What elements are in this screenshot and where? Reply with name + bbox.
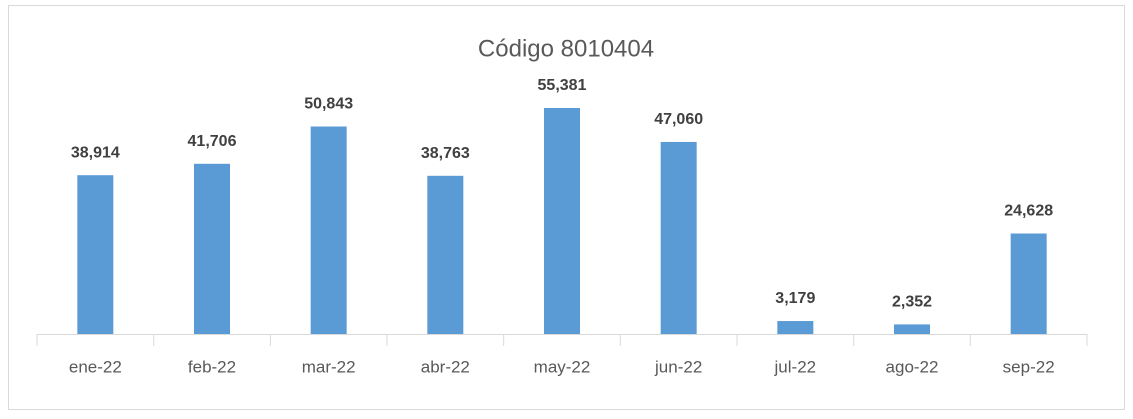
data-label: 41,706 [188, 133, 237, 150]
bar [544, 108, 580, 334]
data-label: 2,352 [892, 294, 932, 311]
x-tick-label: jul-22 [774, 357, 817, 376]
bar [77, 175, 114, 334]
bar [777, 321, 814, 334]
data-label: 50,843 [304, 96, 353, 113]
data-label: 24,628 [1004, 203, 1053, 220]
chart-title: Código 8010404 [478, 35, 654, 62]
data-label: 3,179 [775, 290, 815, 307]
bar [660, 141, 697, 334]
x-tick-label: may-22 [534, 357, 591, 376]
x-tick-label: sep-22 [1003, 357, 1055, 376]
bar [194, 163, 230, 334]
x-tick-label: mar-22 [302, 357, 356, 376]
data-label: 38,763 [421, 145, 470, 162]
data-label: 38,914 [71, 144, 120, 161]
data-label: 55,381 [538, 77, 587, 94]
bar [427, 175, 464, 334]
x-tick-label: jun-22 [654, 357, 702, 376]
data-label: 47,060 [654, 111, 703, 128]
bar [894, 324, 930, 334]
bar [1010, 233, 1047, 334]
x-tick-label: abr-22 [421, 357, 470, 376]
bar [310, 126, 347, 334]
x-tick-label: ene-22 [69, 357, 122, 376]
x-tick-label: feb-22 [188, 357, 236, 376]
x-tick-label: ago-22 [886, 357, 939, 376]
